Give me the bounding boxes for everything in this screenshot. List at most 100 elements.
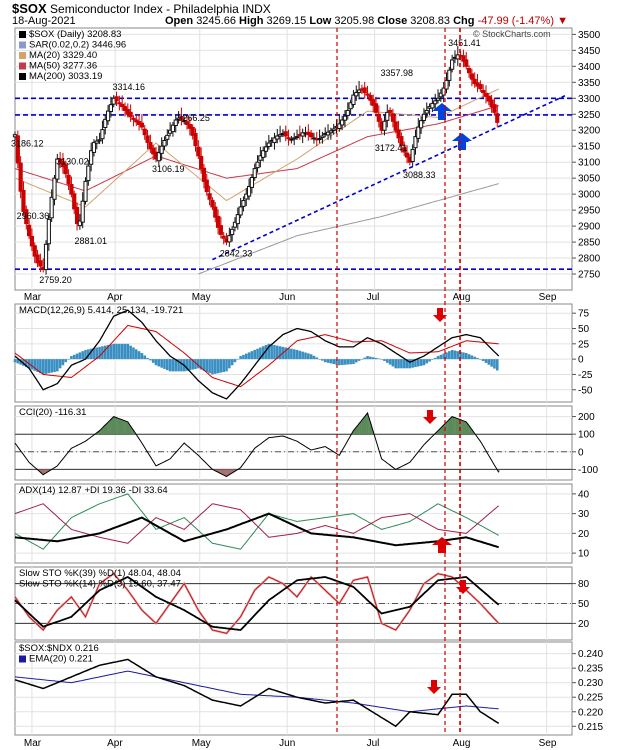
candle-body bbox=[362, 87, 367, 94]
legend-swatch bbox=[19, 41, 26, 49]
histogram-bar bbox=[199, 359, 203, 370]
histogram-bar bbox=[208, 359, 211, 374]
histogram-bar bbox=[61, 359, 65, 366]
y-tick-label: 2950 bbox=[578, 206, 601, 217]
down-arrow-icon bbox=[427, 680, 441, 694]
candle-body bbox=[29, 235, 35, 247]
x-month-label: May bbox=[192, 292, 211, 303]
x-month-label: Mar bbox=[24, 292, 42, 303]
histogram-bar bbox=[242, 354, 245, 360]
y-tick-label: 3350 bbox=[578, 78, 601, 89]
histogram-bar bbox=[72, 354, 76, 360]
candle-body bbox=[320, 135, 325, 139]
histogram-bar bbox=[185, 359, 189, 371]
histogram-bar bbox=[450, 349, 454, 360]
legend-swatch bbox=[19, 655, 26, 663]
histogram-bar bbox=[225, 359, 228, 372]
candle-body bbox=[419, 120, 424, 129]
histogram-bar bbox=[154, 359, 158, 366]
histogram-bar bbox=[402, 359, 406, 369]
histogram-bar bbox=[191, 359, 194, 370]
candle-body bbox=[255, 161, 260, 169]
candle-body bbox=[210, 199, 215, 208]
down-arrow-icon bbox=[456, 580, 470, 594]
histogram-bar bbox=[298, 350, 302, 360]
close-value: 3208.83 bbox=[410, 15, 451, 27]
histogram-bar bbox=[315, 357, 319, 360]
candle-body bbox=[215, 215, 221, 228]
candle-body bbox=[356, 89, 362, 93]
histogram-bar bbox=[256, 348, 259, 360]
histogram-bar bbox=[428, 359, 431, 362]
candle-body bbox=[120, 103, 125, 108]
candle-body bbox=[49, 196, 54, 219]
histogram-bar bbox=[301, 351, 304, 360]
down-arrow-icon bbox=[433, 308, 447, 322]
candle-body bbox=[486, 95, 491, 102]
histogram-bar bbox=[383, 359, 386, 361]
histogram-bar bbox=[377, 358, 381, 360]
histogram-bar bbox=[363, 357, 367, 360]
histogram-bar bbox=[247, 352, 251, 360]
plus-di-line bbox=[14, 493, 499, 550]
candle-body bbox=[348, 102, 353, 110]
histogram-bar bbox=[433, 357, 437, 360]
trend-line bbox=[212, 95, 566, 261]
candle-body bbox=[201, 167, 207, 182]
up-arrow-icon bbox=[432, 537, 452, 553]
candle-body bbox=[450, 59, 455, 70]
histogram-bar bbox=[439, 354, 443, 360]
high-label: High bbox=[239, 15, 264, 27]
histogram-bar bbox=[120, 343, 124, 360]
candle-body bbox=[134, 119, 139, 123]
candle-body bbox=[55, 158, 60, 180]
histogram-bar bbox=[425, 359, 429, 364]
histogram-bar bbox=[304, 352, 307, 360]
x-month-label: Sep bbox=[539, 738, 557, 749]
candle-body bbox=[433, 100, 438, 105]
histogram-bar bbox=[75, 353, 79, 360]
histogram-bar bbox=[89, 348, 93, 360]
histogram-bar bbox=[41, 359, 45, 375]
histogram-bar bbox=[473, 356, 477, 360]
candle-body bbox=[184, 121, 190, 125]
y-tick-label: 80 bbox=[578, 579, 590, 590]
candle-body bbox=[390, 113, 396, 122]
histogram-bar bbox=[323, 359, 327, 363]
sto-slow-line bbox=[14, 575, 500, 631]
candle-body bbox=[328, 130, 333, 134]
histogram-bar bbox=[58, 359, 62, 369]
legend-swatch bbox=[19, 73, 26, 80]
chg-value: -47.99 (-1.47%) bbox=[477, 15, 554, 27]
histogram-bar bbox=[462, 352, 465, 360]
histogram-bar bbox=[132, 347, 135, 360]
histogram-bar bbox=[456, 351, 460, 360]
histogram-bar bbox=[352, 359, 355, 365]
candle-body bbox=[187, 123, 192, 129]
histogram-bar bbox=[143, 355, 147, 360]
histogram-bar bbox=[431, 359, 434, 360]
y-tick-label: 0 bbox=[578, 447, 584, 458]
y-tick-label: 2900 bbox=[578, 222, 601, 233]
histogram-bar bbox=[416, 359, 420, 367]
candle-body bbox=[83, 180, 88, 202]
high-value: 3269.15 bbox=[266, 15, 307, 27]
histogram-bar bbox=[244, 353, 248, 360]
legend-label: $SOX:$NDX 0.216 bbox=[19, 643, 99, 654]
y-tick-label: 0.215 bbox=[578, 722, 603, 733]
candle-body bbox=[447, 69, 452, 81]
legend-label: MA(20) 3329.40 bbox=[29, 50, 97, 61]
candle-body bbox=[292, 137, 297, 140]
histogram-bar bbox=[253, 349, 257, 360]
histogram-bar bbox=[171, 359, 175, 372]
histogram-bar bbox=[194, 359, 197, 369]
candle-body bbox=[283, 131, 288, 137]
ma20-line bbox=[14, 88, 499, 208]
histogram-bar bbox=[264, 345, 268, 360]
candle-body bbox=[396, 129, 401, 139]
histogram-bar bbox=[115, 343, 118, 360]
histogram-bar bbox=[33, 359, 37, 371]
candle-body bbox=[148, 142, 153, 150]
legend-label: MA(200) 3033.19 bbox=[29, 71, 102, 82]
legend-swatch bbox=[19, 52, 26, 59]
